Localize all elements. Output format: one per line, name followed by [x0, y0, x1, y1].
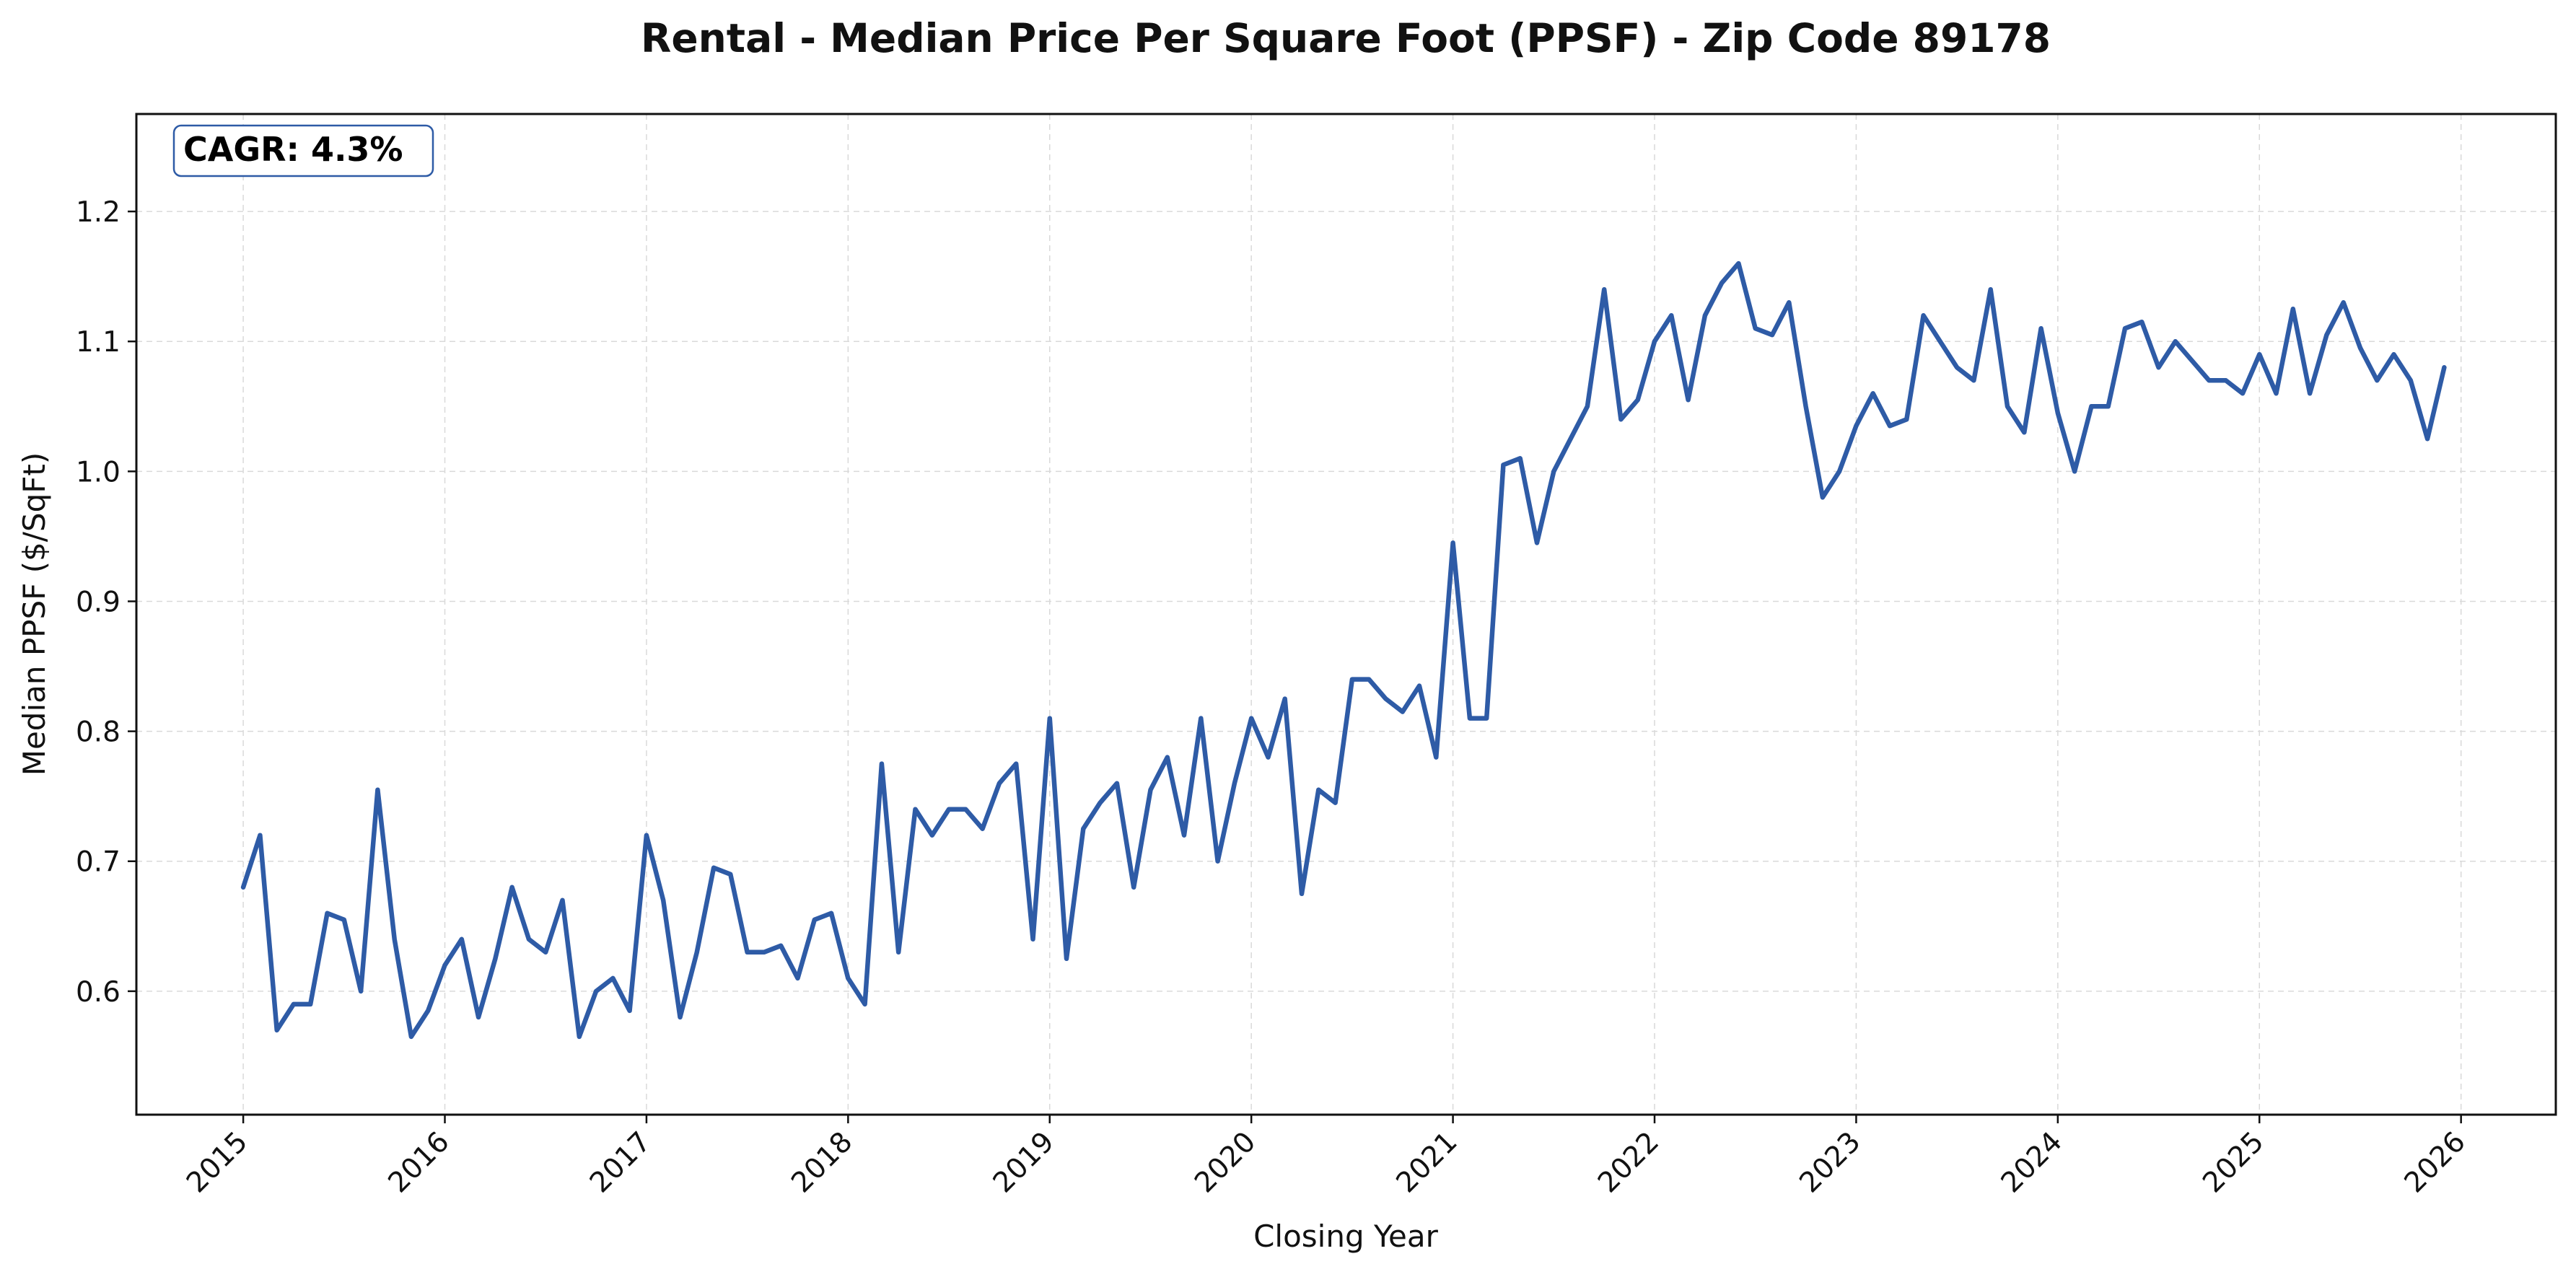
y-tick-label: 0.8 — [76, 716, 121, 749]
chart-title: Rental - Median Price Per Square Foot (P… — [641, 15, 2051, 61]
y-axis-ticks: 0.6 0.7 0.8 0.9 1.0 1.1 1.2 — [76, 196, 136, 1009]
cagr-text: CAGR: 4.3% — [183, 130, 403, 169]
series-layer — [240, 260, 2447, 1040]
series-line — [240, 260, 2447, 1040]
y-tick-label: 1.2 — [76, 196, 121, 229]
y-tick-label: 1.0 — [76, 456, 121, 488]
y-tick-label: 0.6 — [76, 976, 121, 1009]
cagr-annotation: CAGR: 4.3% — [172, 124, 434, 177]
x-axis-label: Closing Year — [1253, 1219, 1439, 1254]
y-tick-label: 1.1 — [76, 326, 121, 359]
y-tick-label: 0.9 — [76, 586, 121, 618]
y-axis-label: Median PPSF ($/SqFt) — [17, 452, 52, 776]
cagr-box — [172, 124, 434, 177]
y-tick-label: 0.7 — [76, 846, 121, 879]
grid-layer — [136, 114, 2556, 1115]
plot-area-frame — [135, 113, 2557, 1116]
